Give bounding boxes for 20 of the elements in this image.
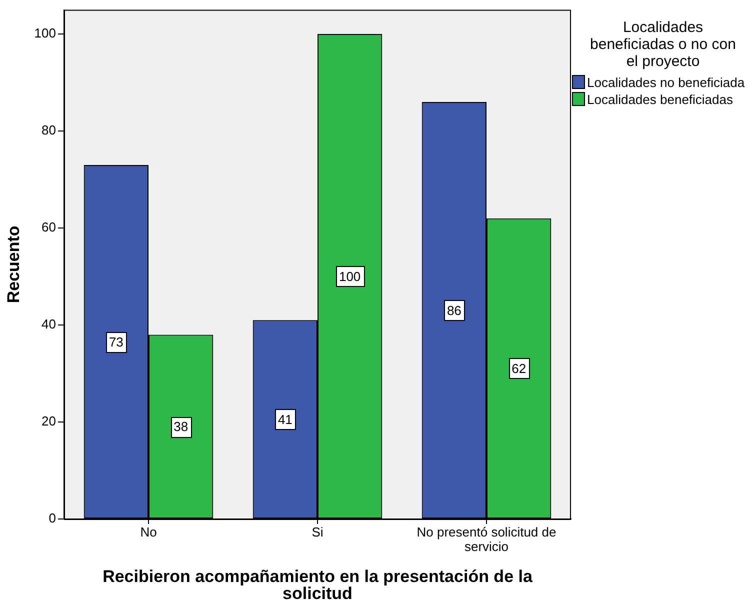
data-label: 73 bbox=[108, 334, 124, 350]
y-tick-label: 100 bbox=[34, 26, 56, 41]
data-label: 38 bbox=[174, 419, 188, 434]
data-label: 86 bbox=[446, 302, 462, 318]
x-tick-label: No bbox=[140, 524, 157, 540]
data-label: 62 bbox=[512, 360, 526, 376]
legend-label: Localidades beneficiadas bbox=[587, 90, 733, 108]
data-label: 41 bbox=[278, 412, 292, 427]
y-tick-label: 80 bbox=[42, 122, 56, 138]
x-tick-label: Si bbox=[312, 524, 324, 540]
y-tick-label: 20 bbox=[42, 414, 56, 429]
y-tick-label: 40 bbox=[42, 316, 56, 332]
y-tick-label: 60 bbox=[42, 220, 56, 235]
data-label: 100 bbox=[338, 268, 361, 284]
y-axis-title: Recuento bbox=[4, 226, 23, 304]
y-tick-label: 0 bbox=[48, 510, 56, 526]
x-tick-label: No presentó solicitud de servicio bbox=[416, 524, 556, 554]
legend-label: Localidades no beneficiada bbox=[587, 74, 745, 91]
legend-title: Localidades beneficiadas o no con el proyecto bbox=[589, 18, 737, 70]
x-axis-title: Recibieron acompañamiento en la presentación de la solicitud bbox=[102, 567, 533, 604]
